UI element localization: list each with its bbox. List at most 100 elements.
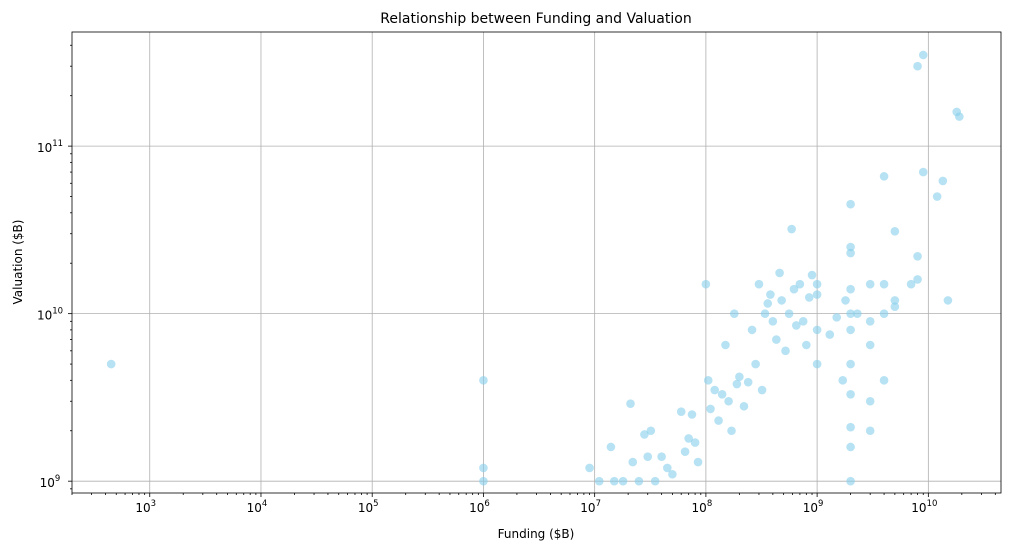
data-point [687,410,697,419]
data-point [710,385,719,395]
data-point [846,390,855,399]
data-point [846,199,855,209]
data-point [479,463,488,473]
data-point [795,279,805,289]
data-point [640,430,649,439]
data-point [913,275,922,284]
data-point [690,438,700,447]
data-point [618,476,628,486]
data-point [846,242,855,252]
data-point [634,476,644,486]
data-point [807,270,817,280]
data-point [721,340,730,350]
chart-title: Relationship between Funding and Valuati… [380,11,691,27]
data-point [918,167,928,177]
x-tick-label: 106 [469,499,490,515]
data-point [846,442,855,452]
x-tick-label: 107 [580,499,601,515]
data-point [846,325,855,335]
data-point [628,457,638,467]
data-point [812,290,822,299]
data-point [668,469,677,479]
y-tick-label: 1011 [37,139,63,155]
data-point [789,284,799,294]
data-point [853,309,862,318]
data-point [594,476,604,486]
data-point [865,340,875,350]
data-point [804,293,814,302]
data-point [693,457,703,467]
data-point [724,396,733,406]
data-point [865,396,875,406]
data-point [832,313,841,322]
data-point [763,299,773,308]
data-point [879,309,889,318]
data-point [760,309,770,318]
data-point [846,476,855,486]
data-point [106,359,116,369]
data-point [890,296,900,305]
y-tick-label: 1010 [37,307,63,323]
data-point [768,317,778,326]
data-point [717,390,727,399]
data-point [609,476,619,486]
data-point [784,309,794,318]
data-point [865,279,875,289]
grid-layer [72,32,1001,493]
data-point [906,279,916,289]
data-point [812,359,822,369]
data-point [825,330,835,339]
x-axis-ticks: 103 104 105 106 107 108 109 1010 [71,493,996,515]
data-point [943,296,953,305]
data-point [913,251,922,261]
data-point [918,50,928,60]
data-point [812,279,822,289]
x-tick-label: 105 [358,499,379,515]
data-point [781,346,790,356]
data-point [684,434,693,443]
data-point [879,172,889,181]
data-point [938,176,948,186]
data-point [732,379,742,389]
data-point [932,192,942,201]
data-point [650,476,660,486]
x-axis-label: Funding ($B) [498,527,575,541]
data-point [663,463,672,473]
data-point [955,112,964,121]
data-point [777,296,786,305]
y-axis-ticks: 109 1010 1011 [37,44,72,490]
data-point [890,302,900,312]
data-point [729,309,739,318]
x-tick-label: 103 [135,499,156,515]
data-point [743,377,753,387]
x-tick-label: 1010 [911,499,937,515]
data-point [727,426,736,436]
data-point [879,279,889,289]
y-axis-label: Valuation ($B) [11,220,25,305]
data-point [787,224,796,234]
data-point [479,376,488,385]
data-point [913,61,922,71]
data-point [846,309,855,318]
data-point [646,426,656,436]
data-point [676,407,686,416]
y-tick-label: 109 [40,474,61,490]
data-point [606,442,616,452]
x-tick-label: 109 [803,499,824,515]
data-point [792,321,801,330]
data-point [798,317,808,326]
data-point [739,401,749,411]
x-tick-label: 104 [247,499,268,515]
data-point [479,476,488,486]
points-layer [106,50,964,486]
data-point [747,325,757,335]
data-point [846,284,855,294]
data-point [585,463,594,473]
data-point [751,359,760,369]
data-point [680,447,690,456]
data-point [802,340,811,350]
data-point [626,399,635,409]
data-point [846,248,855,258]
data-point [846,359,855,369]
data-point [812,325,822,335]
